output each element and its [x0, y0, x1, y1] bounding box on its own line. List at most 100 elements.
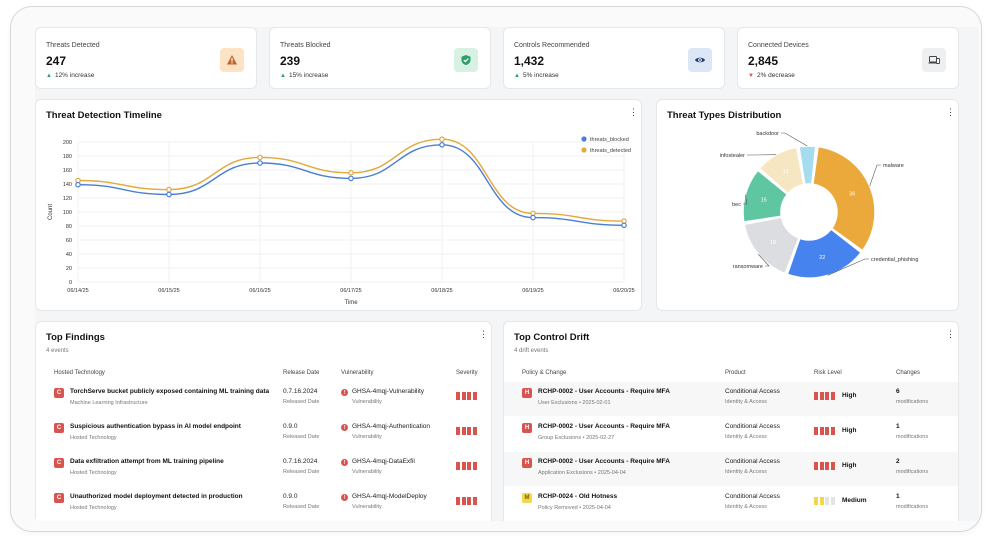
finding-title[interactable]: TorchServe bucket publicly exposed conta…	[70, 388, 270, 395]
stat-card-connected-devices[interactable]: Connected Devices 2,845 ▼ 2% decrease	[737, 27, 959, 89]
severity-bars	[456, 392, 477, 400]
drift-card: Top Control Drift 4 drift events ⋮ Polic…	[503, 321, 959, 521]
data-point[interactable]	[257, 160, 263, 166]
vulnerability-id[interactable]: GHSA-4mqj-Authentication	[352, 423, 431, 430]
severity-bar	[461, 427, 466, 435]
finding-title[interactable]: Suspicious authentication bypass in AI m…	[70, 423, 241, 430]
slice-credential_phishing[interactable]	[786, 228, 863, 279]
vulnerability-id[interactable]: GHSA-4mqj-DataExfil	[352, 458, 415, 465]
more-options-icon[interactable]: ⋮	[479, 329, 488, 339]
timeline-chart: 0 20 40 60 80 100 120 140 160 180 200 06/14/25 06/15…	[48, 136, 635, 306]
severity-bar	[456, 427, 460, 435]
col-risk-level[interactable]: Risk Level	[814, 370, 842, 376]
col-hosted-technology[interactable]: Hosted Technology	[54, 370, 105, 376]
y-tick-label: 60	[66, 238, 72, 244]
slice-bec[interactable]	[742, 169, 789, 223]
findings-row[interactable]: C Data exfiltration attempt from ML train…	[36, 452, 491, 486]
risk-badge: M	[522, 493, 532, 503]
risk-level-text: High	[842, 392, 857, 399]
col-release-date[interactable]: Release Date	[283, 370, 320, 376]
release-date-label: Released Date	[283, 504, 320, 510]
findings-row[interactable]: C Unauthorized model deployment detected …	[36, 487, 491, 521]
product-category: Identity & Access	[725, 399, 767, 405]
more-options-icon[interactable]: ⋮	[629, 107, 638, 117]
distribution-title: Threat Types Distribution	[667, 110, 782, 121]
slice-label: ransomware	[733, 264, 763, 270]
severity-bar	[456, 462, 460, 470]
drift-title: Top Control Drift	[514, 332, 590, 343]
more-options-icon[interactable]: ⋮	[946, 107, 955, 117]
risk-level-text: High	[842, 427, 857, 434]
arrow-up-icon: ▲	[280, 73, 286, 79]
risk-bar	[825, 427, 829, 435]
col-vulnerability[interactable]: Vulnerability	[341, 370, 374, 376]
policy-change: Application Exclusions • 2025-04-04	[538, 470, 626, 476]
slice-leader-line	[781, 132, 808, 147]
findings-row[interactable]: C Suspicious authentication bypass in AI …	[36, 417, 491, 451]
policy-title[interactable]: RCHP-0002 - User Accounts - Require MFA	[538, 458, 670, 465]
product-category: Identity & Access	[725, 504, 767, 510]
finding-category: Hosted Technology	[70, 435, 117, 441]
severity-bar	[472, 392, 477, 400]
col-product[interactable]: Product	[725, 370, 746, 376]
stat-label: Threats Detected	[46, 42, 100, 49]
changes-count: 1	[896, 493, 900, 500]
stat-label: Threats Blocked	[280, 42, 331, 49]
policy-title[interactable]: RCHP-0002 - User Accounts - Require MFA	[538, 388, 670, 395]
vulnerability-id[interactable]: GHSA-4mqj-Vulnerability	[352, 388, 425, 395]
findings-row[interactable]: C TorchServe bucket publicly exposed cont…	[36, 382, 491, 416]
data-point[interactable]	[257, 154, 263, 161]
policy-change: Group Exclusions • 2025-02-27	[538, 435, 615, 441]
severity-bar	[456, 497, 460, 505]
data-point[interactable]	[348, 169, 354, 176]
slice-malware[interactable]	[812, 145, 876, 252]
release-version: 0.9.0	[283, 493, 298, 500]
more-options-icon[interactable]: ⋮	[946, 329, 955, 339]
finding-category: Machine Learning Infrastructure	[70, 400, 148, 406]
risk-level-text: Medium	[842, 497, 867, 504]
drift-row[interactable]: M RCHP-0024 - Old Hotness Policy Removed •…	[504, 487, 958, 521]
findings-title: Top Findings	[46, 332, 105, 343]
risk-bar	[825, 497, 829, 505]
severity-bars	[456, 462, 477, 470]
stat-card-threats-blocked[interactable]: Threats Blocked 239 ▲ 15% increase	[269, 27, 491, 89]
data-point[interactable]	[348, 175, 354, 182]
drift-row[interactable]: H RCHP-0002 - User Accounts - Require MFA…	[504, 382, 958, 416]
data-point[interactable]	[530, 214, 536, 221]
data-point[interactable]	[621, 222, 627, 229]
y-tick-label: 180	[63, 154, 72, 160]
slice-backdoor[interactable]	[798, 145, 817, 186]
critical-badge: C	[54, 458, 64, 468]
stat-card-controls-recommended[interactable]: Controls Recommended 1,432 ▲ 5% increase	[503, 27, 725, 89]
risk-bar	[830, 392, 835, 400]
release-version: 0.7.16.2024	[283, 458, 318, 465]
stat-value: 247	[46, 54, 67, 68]
stat-card-threats-detected[interactable]: Threats Detected 247 ▲ 12% increase	[35, 27, 257, 89]
policy-title[interactable]: RCHP-0024 - Old Hotness	[538, 493, 618, 500]
stat-trend: ▲ 12% increase	[46, 72, 94, 79]
col-policy-change[interactable]: Policy & Change	[522, 370, 567, 376]
data-point[interactable]	[166, 191, 172, 198]
severity-bars	[456, 427, 477, 435]
slice-ransomware[interactable]	[743, 216, 800, 275]
finding-title[interactable]: Data exfiltration attempt from ML traini…	[70, 458, 224, 465]
slice-value: 15	[761, 198, 767, 204]
policy-title[interactable]: RCHP-0002 - User Accounts - Require MFA	[538, 423, 670, 430]
slice-value: 36	[849, 192, 855, 198]
shield-check-icon	[454, 48, 478, 72]
data-point[interactable]	[166, 186, 172, 193]
data-point[interactable]	[439, 141, 445, 148]
distribution-chart: 36 malware 22 credential_phishing 18 ransomwa…	[720, 131, 918, 279]
release-date-label: Released Date	[283, 399, 320, 405]
drift-row[interactable]: H RCHP-0002 - User Accounts - Require MFA…	[504, 452, 958, 486]
col-severity[interactable]: Severity	[456, 370, 478, 376]
slice-infostealer[interactable]	[758, 146, 805, 195]
col-changes[interactable]: Changes	[896, 370, 921, 376]
data-point[interactable]	[439, 136, 445, 143]
vulnerability-id[interactable]: GHSA-4mqj-ModelDeploy	[352, 493, 427, 500]
severity-bar	[456, 392, 460, 400]
finding-title[interactable]: Unauthorized model deployment detected i…	[70, 493, 243, 500]
data-point[interactable]	[75, 181, 81, 188]
drift-row[interactable]: H RCHP-0002 - User Accounts - Require MFA…	[504, 417, 958, 451]
vulnerability-label: Vulnerability	[352, 469, 382, 475]
